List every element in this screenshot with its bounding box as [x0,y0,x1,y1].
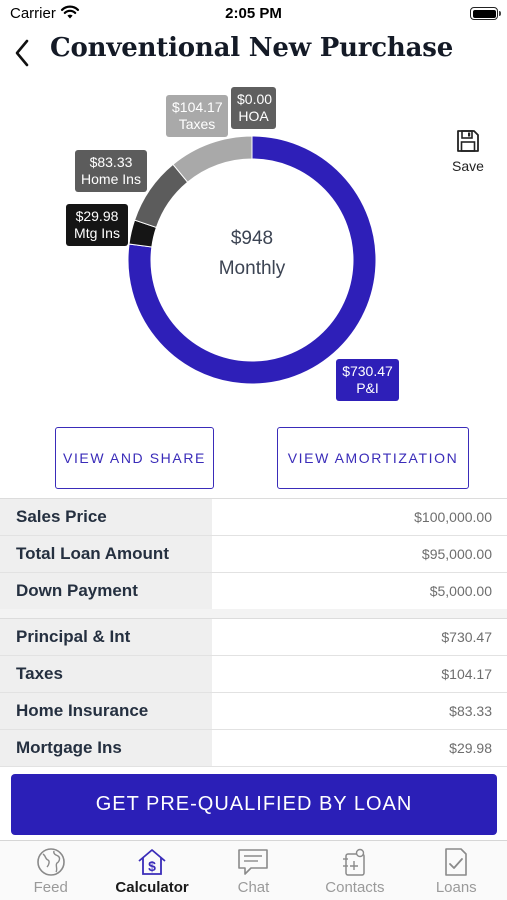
slice-name: HOA [238,108,269,124]
chat-bubble-icon [238,849,269,875]
row-label: Sales Price [0,499,212,535]
tab-chat[interactable]: Chat [203,841,304,900]
slice-name: Taxes [178,116,216,132]
table-row: Total Loan Amount $95,000.00 [0,536,507,573]
tab-label: Loans [435,879,477,896]
table-row: Taxes $104.17 [0,656,507,693]
slice-amount: $29.98 [75,208,119,224]
tab-bar: Feed $ Calculator Chat Contacts [0,840,507,900]
row-value: $730.47 [441,629,492,645]
page-title: Conventional New Purchase [50,33,454,63]
donut-slice-taxes [172,135,253,183]
row-value: $95,000.00 [421,546,492,562]
table-row: Home Insurance $83.33 [0,693,507,730]
wifi-icon [60,5,80,19]
donut-slice-pi [127,135,377,385]
slice-label-pi: $730.47 P&I [336,359,399,401]
status-time: 2:05 PM [225,5,282,22]
tab-label: Feed [33,879,68,896]
back-button[interactable] [10,36,34,70]
save-label: Save [452,158,484,174]
row-value: $5,000.00 [429,583,492,599]
tab-label: Contacts [325,879,385,896]
floppy-disk-icon [457,130,479,152]
monthly-amount: $948 [230,228,274,249]
save-button[interactable]: Save [444,128,492,180]
document-check-icon [445,848,468,876]
row-label: Down Payment [0,573,212,609]
globe-icon [36,848,65,876]
chevron-left-icon [15,39,29,67]
payment-breakdown-table: Principal & Int $730.47 Taxes $104.17 Ho… [0,618,507,767]
row-value: $100,000.00 [414,509,492,525]
slice-amount: $0.00 [237,91,273,107]
table-row: Principal & Int $730.47 [0,619,507,656]
row-label: Total Loan Amount [0,536,212,572]
slice-name: Mtg Ins [74,225,120,241]
status-bar: Carrier 2:05 PM [0,0,507,28]
table-row: Down Payment $5,000.00 [0,573,507,610]
row-label: Taxes [0,656,212,692]
view-amortization-button[interactable]: VIEW AMORTIZATION [277,427,469,489]
tab-label: Calculator [115,879,189,896]
table-divider [0,609,507,618]
table-row: Mortgage Ins $29.98 [0,730,507,767]
row-value: $29.98 [449,740,492,756]
house-dollar-icon: $ [138,849,166,875]
donut-center: $948 Monthly [120,228,384,280]
slice-label-taxes: $104.17 Taxes [166,95,228,137]
slice-amount: $104.17 [172,99,223,115]
tab-loans[interactable]: Loans [406,841,507,900]
tab-contacts[interactable]: Contacts [304,841,405,900]
row-label: Principal & Int [0,619,212,655]
contacts-icon [342,848,365,876]
slice-amount: $83.33 [89,154,133,170]
row-value: $104.17 [441,666,492,682]
loan-summary-table: Sales Price $100,000.00 Total Loan Amoun… [0,498,507,610]
slice-name: P&I [356,380,379,396]
slice-label-home-ins: $83.33 Home Ins [75,150,147,192]
row-value: $83.33 [449,703,492,719]
slice-label-mtg-ins: $29.98 Mtg Ins [66,204,128,246]
carrier-label: Carrier [10,5,56,22]
payment-donut-chart [127,135,377,385]
battery-icon [470,7,501,20]
row-label: Home Insurance [0,693,212,729]
slice-label-hoa: $0.00 HOA [231,87,276,129]
monthly-caption: Monthly [218,258,286,279]
row-label: Mortgage Ins [0,730,212,766]
table-row: Sales Price $100,000.00 [0,499,507,536]
get-pre-qualified-button[interactable]: GET PRE-QUALIFIED BY LOAN [11,774,497,835]
slice-amount: $730.47 [342,363,393,379]
tab-calculator[interactable]: $ Calculator [101,841,202,900]
svg-text:$: $ [148,858,156,874]
tab-label: Chat [237,879,270,896]
view-and-share-button[interactable]: VIEW AND SHARE [55,427,214,489]
tab-feed[interactable]: Feed [0,841,101,900]
slice-name: Home Ins [81,171,141,187]
